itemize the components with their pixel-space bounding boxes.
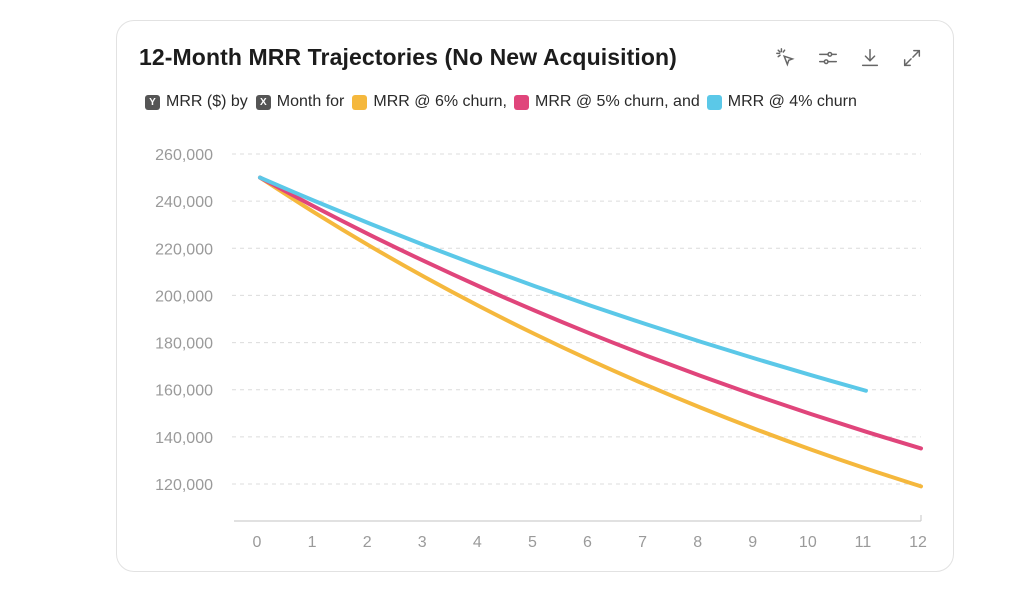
x-tick-label: 2	[363, 534, 372, 551]
x-tick-label: 12	[909, 534, 927, 551]
series-line-6pct	[258, 175, 923, 489]
y-tick-label: 220,000	[155, 241, 213, 258]
legend-swatch-4pct	[706, 94, 722, 110]
x-tick-label: 8	[693, 534, 702, 551]
series-line-4pct	[258, 175, 868, 393]
expand-icon[interactable]	[898, 44, 926, 72]
legend-item-5pct[interactable]: MRR @ 5% churn, and	[513, 93, 700, 111]
y-tick-label: 120,000	[155, 477, 213, 494]
x-axis-badge: X	[255, 94, 271, 110]
legend-label-4pct: MRR @ 4% churn	[727, 93, 857, 110]
chart-card	[116, 20, 954, 572]
legend-item-6pct[interactable]: MRR @ 6% churn,	[352, 93, 507, 111]
y-tick-label: 160,000	[155, 383, 213, 400]
legend-item-4pct[interactable]: MRR @ 4% churn	[706, 93, 857, 111]
legend-label-6pct: MRR @ 6% churn,	[373, 93, 507, 110]
sliders-icon[interactable]	[814, 44, 842, 72]
x-tick-label: 0	[253, 534, 262, 551]
chart-title: 12-Month MRR Trajectories (No New Acquis…	[139, 44, 677, 70]
y-tick-label: 180,000	[155, 336, 213, 353]
x-tick-label: 9	[748, 534, 757, 551]
y-tick-label: 200,000	[155, 288, 213, 305]
legend-label-5pct: MRR @ 5% churn, and	[534, 93, 700, 110]
x-tick-label: 3	[418, 534, 427, 551]
x-tick-label: 11	[855, 534, 872, 551]
x-tick-label: 6	[583, 534, 592, 551]
legend-swatch-5pct	[513, 94, 529, 110]
chart-toolbar	[772, 44, 926, 72]
y-axis-badge: Y	[145, 94, 160, 110]
y-tick-label: 240,000	[155, 194, 213, 211]
x-tick-label: 5	[528, 534, 537, 551]
x-tick-label: 10	[799, 534, 817, 551]
chart-legend: Y MRR ($) by X Month for MRR @ 6% churn,…	[145, 93, 864, 111]
y-tick-label: 140,000	[155, 430, 213, 447]
x-tick-label: 4	[473, 534, 482, 551]
select-icon[interactable]	[772, 44, 800, 72]
x-axis-legend-text: Month for	[276, 93, 345, 110]
x-tick-label: 1	[308, 534, 317, 551]
legend-swatch-6pct	[352, 94, 368, 110]
download-icon[interactable]	[856, 44, 884, 72]
x-tick-label: 7	[638, 534, 647, 551]
y-axis-legend-text: MRR ($) by	[166, 93, 248, 110]
series-line-5pct	[258, 175, 923, 451]
y-tick-label: 260,000	[155, 147, 213, 164]
